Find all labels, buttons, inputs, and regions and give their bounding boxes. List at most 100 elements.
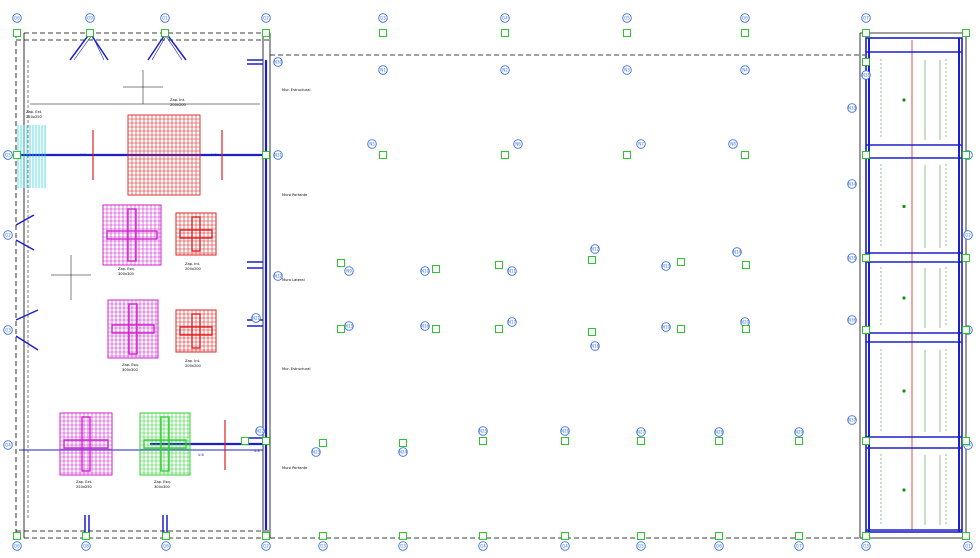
footing-label: Zap. Esq.	[154, 480, 171, 484]
grid-bubble-interior: N27	[636, 427, 646, 437]
svg-text:G2: G2	[965, 233, 971, 238]
footing-size: 200x200	[185, 364, 202, 368]
grid-bubble-bottom: G8	[81, 541, 91, 551]
svg-text:G4: G4	[965, 443, 971, 448]
grid-bubble-interior: N33	[847, 103, 857, 113]
svg-text:G3: G3	[863, 544, 869, 549]
grid-bubbles: G6 G9 G1 G2 G3 G4 G5 G6 G7 G6 G8 G6 G2 G3 G3 G4 G4 G5 G6 G7…	[3, 13, 973, 551]
column-marker	[162, 532, 170, 540]
column-marker	[241, 437, 249, 445]
svg-text:N35: N35	[848, 256, 857, 261]
svg-text:G3: G3	[400, 544, 406, 549]
svg-text:N4: N4	[742, 68, 748, 73]
grid-bubble-bottom: G4	[560, 541, 570, 551]
grid-bubble-left: G5	[3, 150, 13, 160]
drawing-labels: V-6 V-8 V-6 V-8 Zap. Ext. 250x250 Zap. I…	[26, 88, 310, 489]
svg-text:G5: G5	[5, 153, 11, 158]
svg-text:N14: N14	[733, 250, 742, 255]
grid-bubble-top: G2	[261, 13, 271, 23]
column-marker	[319, 532, 327, 540]
column-marker	[262, 151, 270, 159]
column-marker	[432, 265, 440, 273]
grid-bubble-bottom: G6	[161, 541, 171, 551]
svg-text:N32: N32	[274, 274, 283, 279]
grid-bubble-interior: N7	[636, 139, 646, 149]
grid-bubble-interior: N2	[500, 65, 510, 75]
svg-text:N18: N18	[591, 344, 600, 349]
column-marker	[637, 532, 645, 540]
svg-text:G7: G7	[796, 544, 802, 549]
footing-mesh-red-1	[175, 212, 217, 256]
column-marker	[495, 261, 503, 269]
grid-bubble-left: G2	[3, 230, 13, 240]
footing-mesh-magenta-2	[107, 299, 159, 359]
grid-bubble-interior: N23	[311, 447, 321, 457]
footing-label: Zap. Ext.	[76, 480, 92, 484]
svg-text:N8: N8	[730, 142, 736, 147]
svg-text:G2: G2	[263, 16, 269, 21]
column-marker	[561, 532, 569, 540]
svg-text:N36: N36	[848, 318, 857, 323]
svg-text:N26: N26	[561, 429, 570, 434]
footing-size: 200x200	[170, 103, 187, 107]
svg-text:N21: N21	[252, 316, 261, 321]
grid-bubble-top: G9	[85, 13, 95, 23]
grid-bubble-interior: N26	[560, 426, 570, 436]
svg-text:N33: N33	[848, 106, 857, 111]
footing-size: 250x250	[76, 485, 93, 489]
svg-text:G4: G4	[5, 443, 11, 448]
beam-label: V-6	[198, 453, 205, 457]
beam-label: V-8	[254, 449, 261, 453]
column-marker	[495, 325, 503, 333]
grid-bubble-bottom: G7	[794, 541, 804, 551]
grid-bubble-top: G6	[12, 13, 22, 23]
grid-bubble-interior: N15	[344, 321, 354, 331]
svg-text:G3: G3	[320, 544, 326, 549]
wall-label: Muro Portante	[282, 466, 308, 470]
column-marker	[862, 326, 870, 334]
grid-bubble-interior: N9	[344, 266, 354, 276]
grid-bubble-interior: N36	[847, 315, 857, 325]
column-marker	[962, 151, 970, 159]
svg-text:G2: G2	[263, 544, 269, 549]
wall-label: Mur. Estructural	[282, 88, 310, 92]
column-marker	[962, 437, 970, 445]
svg-text:N11: N11	[508, 269, 517, 274]
column-marker	[795, 532, 803, 540]
column-marker	[13, 151, 21, 159]
svg-text:N24: N24	[399, 450, 408, 455]
column-marker	[742, 325, 750, 333]
column-marker	[86, 29, 94, 37]
svg-text:N23: N23	[312, 450, 321, 455]
wall-label: Muro Lateral	[282, 278, 305, 282]
grid-bubble-interior: N4	[740, 65, 750, 75]
column-marker	[262, 437, 270, 445]
grid-bubble-top: G4	[500, 13, 510, 23]
column-marker	[399, 532, 407, 540]
column-marker	[501, 29, 509, 37]
grid-bubble-interior: N8	[728, 139, 738, 149]
svg-text:G9: G9	[87, 16, 93, 21]
column-marker	[795, 437, 803, 445]
footing-size: 200x200	[185, 267, 202, 271]
grid-bubble-top: G3	[378, 13, 388, 23]
grid-bubble-interior: N37	[847, 415, 857, 425]
slab-block-right	[865, 37, 963, 533]
column-marker	[561, 437, 569, 445]
column-marker	[741, 151, 749, 159]
grid-bubble-bottom: G3	[861, 541, 871, 551]
grid-bubble-interior: N6	[513, 139, 523, 149]
footing-label: Zap. Esq.	[122, 363, 139, 367]
footing-size: 300x300	[154, 485, 171, 489]
footing-size: 300x300	[122, 368, 139, 372]
grid-bubble-bottom: G4	[478, 541, 488, 551]
column-marker	[677, 325, 685, 333]
grid-bubble-interior: N29	[794, 427, 804, 437]
column-marker	[337, 325, 345, 333]
svg-text:G6: G6	[14, 544, 20, 549]
grid-bubble-interior: N24	[398, 447, 408, 457]
column-marker	[399, 439, 407, 447]
svg-text:G5: G5	[638, 544, 644, 549]
column-marker	[862, 58, 870, 66]
